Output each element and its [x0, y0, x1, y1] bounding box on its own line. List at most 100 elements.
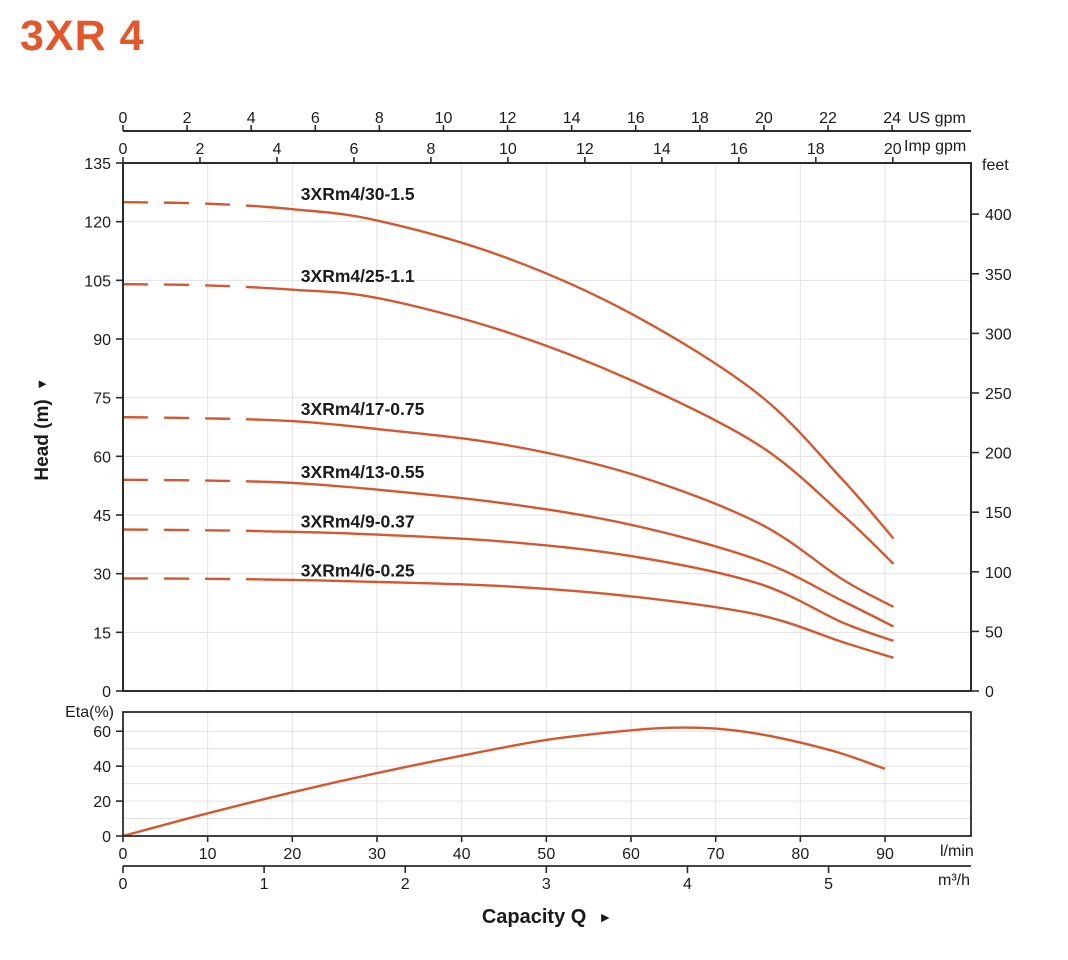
us-gpm-tick-label: 20: [755, 110, 773, 127]
feet-tick-label: 200: [985, 446, 1012, 463]
lmin-tick-label: 60: [622, 846, 640, 863]
head-tick-label: 75: [93, 391, 111, 408]
up-arrow-icon: ►: [36, 376, 49, 392]
eta-tick-label: 60: [93, 724, 111, 741]
lmin-tick-label: 50: [537, 846, 555, 863]
pump-curve-3XRm4/9-0.37: [262, 529, 894, 643]
head-axis-label: Head (m) ►: [32, 329, 54, 529]
head-tick-label: 45: [93, 508, 111, 525]
imp-gpm-tick-label: 4: [273, 141, 282, 158]
head-tick-label: 120: [84, 215, 111, 232]
m3h-tick-label: 5: [824, 876, 833, 893]
pump-curve-3XRm4/17-0.75: [262, 418, 895, 608]
pump-curve-3XRm4/30-1.5: [262, 205, 895, 540]
imp-gpm-tick-label: 14: [653, 141, 671, 158]
us-gpm-tick-label: 10: [435, 110, 453, 127]
pump-curves: [122, 200, 895, 659]
imp-gpm-tick-label: 16: [730, 141, 748, 158]
imp-gpm-tick-label: 18: [807, 141, 825, 158]
head-tick-label: 0: [102, 684, 111, 701]
us-gpm-tick-label: 16: [627, 110, 645, 127]
m3h-tick-label: 0: [119, 876, 128, 893]
main-plot-border: [122, 162, 972, 692]
head-tick-label: 30: [93, 567, 111, 584]
imp-gpm-tick-label: 2: [196, 141, 205, 158]
us-gpm-tick-label: 2: [183, 110, 192, 127]
pump-curve-dashed-3XRm4/30-1.5: [122, 200, 263, 208]
curve-label-3XRm4/30-1.5: 3XRm4/30-1.5: [301, 184, 415, 204]
feet-tick-label: 250: [985, 386, 1012, 403]
lmin-tick-label: 10: [199, 846, 217, 863]
head-tick-label: 90: [93, 332, 111, 349]
imp-gpm-unit-label: Imp gpm: [904, 138, 967, 155]
lmin-tick-label: 80: [791, 846, 809, 863]
imp-gpm-tick-label: 12: [576, 141, 594, 158]
pump-curve-3XRm4/13-0.55: [262, 480, 895, 628]
imp-gpm-tick-label: 0: [119, 141, 128, 158]
us-gpm-tick-label: 12: [499, 110, 517, 127]
lmin-axis: 0 10 20 30 40 50 60 70 80 90: [119, 836, 894, 863]
us-gpm-tick-label: 24: [883, 110, 901, 127]
lmin-tick-label: 0: [119, 846, 128, 863]
eta-axis: 0 20 40 60: [93, 724, 123, 846]
curve-labels: 3XRm4/30-1.5 3XRm4/25-1.1 3XRm4/17-0.75 3XR…: [301, 184, 425, 580]
us-gpm-unit-label: US gpm: [908, 110, 966, 127]
m3h-tick-label: 2: [401, 876, 410, 893]
capacity-axis-label-text: Capacity Q: [481, 906, 587, 928]
us-gpm-tick-label: 18: [691, 110, 709, 127]
feet-tick-label: 50: [985, 624, 1003, 641]
pump-curve-3XRm4/25-1.1: [262, 286, 895, 565]
imp-gpm-tick-label: 10: [499, 141, 517, 158]
feet-tick-label: 300: [985, 326, 1012, 343]
imp-gpm-tick-label: 6: [349, 141, 358, 158]
m3h-tick-label: 1: [260, 876, 269, 893]
feet-tick-label: 150: [985, 505, 1012, 522]
page-title: 3XR 4: [20, 12, 145, 60]
imp-gpm-tick-label: 20: [884, 141, 902, 158]
feet-tick-label: 0: [985, 684, 994, 701]
eta-axis-label: Eta(%): [65, 704, 114, 721]
lmin-unit-label: l/min: [940, 843, 974, 860]
lmin-tick-label: 70: [707, 846, 725, 863]
head-tick-label: 105: [84, 273, 111, 290]
us-gpm-tick-label: 14: [563, 110, 581, 127]
curve-label-3XRm4/9-0.37: 3XRm4/9-0.37: [301, 511, 415, 531]
main-grid: [123, 163, 971, 836]
capacity-axis-label: Capacity Q ►: [397, 906, 697, 929]
pump-curve-dashed-3XRm4/25-1.1: [122, 283, 263, 289]
eta-curve: [122, 726, 886, 838]
us-gpm-tick-label: 6: [311, 110, 320, 127]
lmin-tick-label: 30: [368, 846, 386, 863]
imp-gpm-tick-label: 8: [426, 141, 435, 158]
curve-label-3XRm4/13-0.55: 3XRm4/13-0.55: [301, 462, 425, 482]
head-tick-label: 135: [84, 156, 111, 173]
us-gpm-tick-label: 8: [375, 110, 384, 127]
lmin-tick-label: 90: [876, 846, 894, 863]
eta-tick-label: 40: [93, 759, 111, 776]
us-gpm-tick-label: 0: [119, 110, 128, 127]
feet-tick-label: 100: [985, 565, 1012, 582]
lmin-tick-label: 40: [453, 846, 471, 863]
top-axes: 0 2 4 6 8 10 12 14 16 18 20 22 240 2 4 6 8 10 12 14 16 18 20: [119, 110, 971, 163]
feet-axis: 0 50 100 150 200 250 300 350 400: [971, 207, 1012, 701]
head-tick-label: 60: [93, 449, 111, 466]
m3h-axis: 0 1 2 3 4 5: [119, 865, 971, 893]
head-tick-label: 15: [93, 625, 111, 642]
feet-tick-label: 350: [985, 267, 1012, 284]
curve-label-3XRm4/6-0.25: 3XRm4/6-0.25: [301, 560, 415, 580]
feet-unit-label: feet: [982, 157, 1009, 174]
head-axis: 0 15 30 45 60 75 90 105 120 135: [84, 156, 123, 701]
m3h-unit-label: m³/h: [938, 872, 970, 889]
lmin-tick-label: 20: [283, 846, 301, 863]
m3h-tick-label: 3: [542, 876, 551, 893]
pump-curve-dashed-3XRm4/13-0.55: [122, 478, 263, 483]
m3h-tick-label: 4: [683, 876, 692, 893]
eta-tick-label: 0: [102, 829, 111, 846]
curve-label-3XRm4/25-1.1: 3XRm4/25-1.1: [301, 266, 415, 286]
us-gpm-tick-label: 4: [247, 110, 256, 127]
eta-plot-border: [122, 711, 972, 837]
eta-tick-label: 20: [93, 794, 111, 811]
feet-tick-label: 400: [985, 207, 1012, 224]
